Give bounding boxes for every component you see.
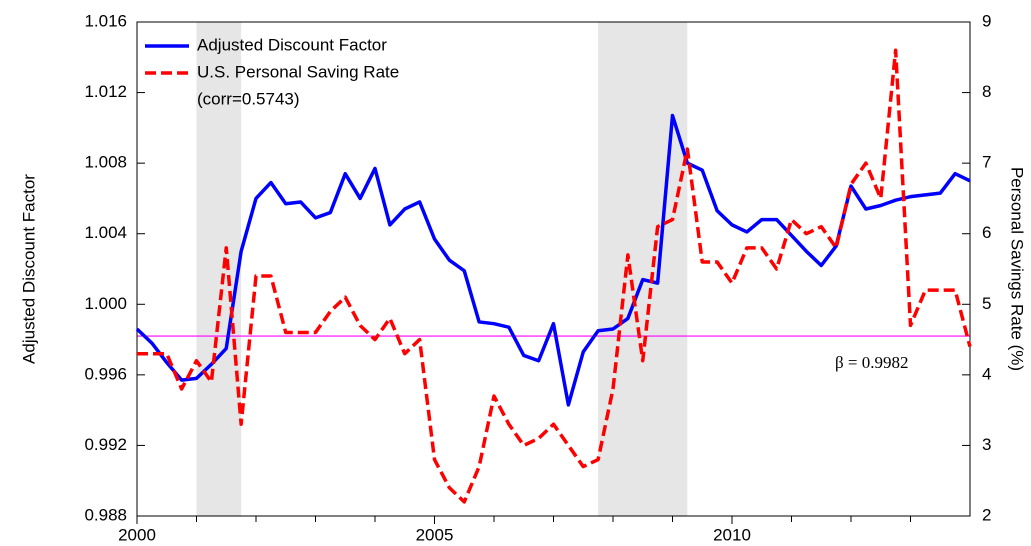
y2-tick-label: 7 — [982, 153, 991, 172]
y2-tick-label: 9 — [982, 11, 991, 30]
series-line — [137, 48, 972, 504]
legend-label: Adjusted Discount Factor — [197, 35, 387, 54]
beta-label: β = 0.9982 — [835, 353, 909, 372]
y-axis-title: Adjusted Discount Factor — [19, 174, 38, 364]
x-tick-label: 2000 — [118, 525, 156, 544]
series-line — [135, 113, 971, 407]
y-tick-label: 0.996 — [84, 364, 127, 383]
y-tick-label: 0.988 — [84, 505, 127, 524]
y2-tick-label: 2 — [982, 505, 991, 524]
y-tick-label: 1.008 — [84, 153, 127, 172]
correlation-note: (corr=0.5743) — [197, 89, 300, 108]
recession-band — [196, 22, 242, 516]
y-tick-label: 1.004 — [84, 223, 127, 242]
y2-tick-label: 8 — [982, 82, 991, 101]
y-tick-label: 1.012 — [84, 82, 127, 101]
y2-tick-label: 4 — [982, 364, 991, 383]
recession-band — [598, 22, 688, 516]
y-tick-label: 1.000 — [84, 294, 127, 313]
y2-tick-label: 3 — [982, 435, 991, 454]
y2-tick-label: 6 — [982, 223, 991, 242]
y2-axis-title: Personal Savings Rate (%) — [1008, 167, 1027, 371]
x-tick-label: 2005 — [416, 525, 454, 544]
y-tick-label: 1.016 — [84, 11, 127, 30]
y-tick-label: 0.992 — [84, 435, 127, 454]
y2-tick-label: 5 — [982, 294, 991, 313]
legend-label: U.S. Personal Saving Rate — [197, 62, 399, 81]
x-tick-label: 2010 — [713, 525, 751, 544]
